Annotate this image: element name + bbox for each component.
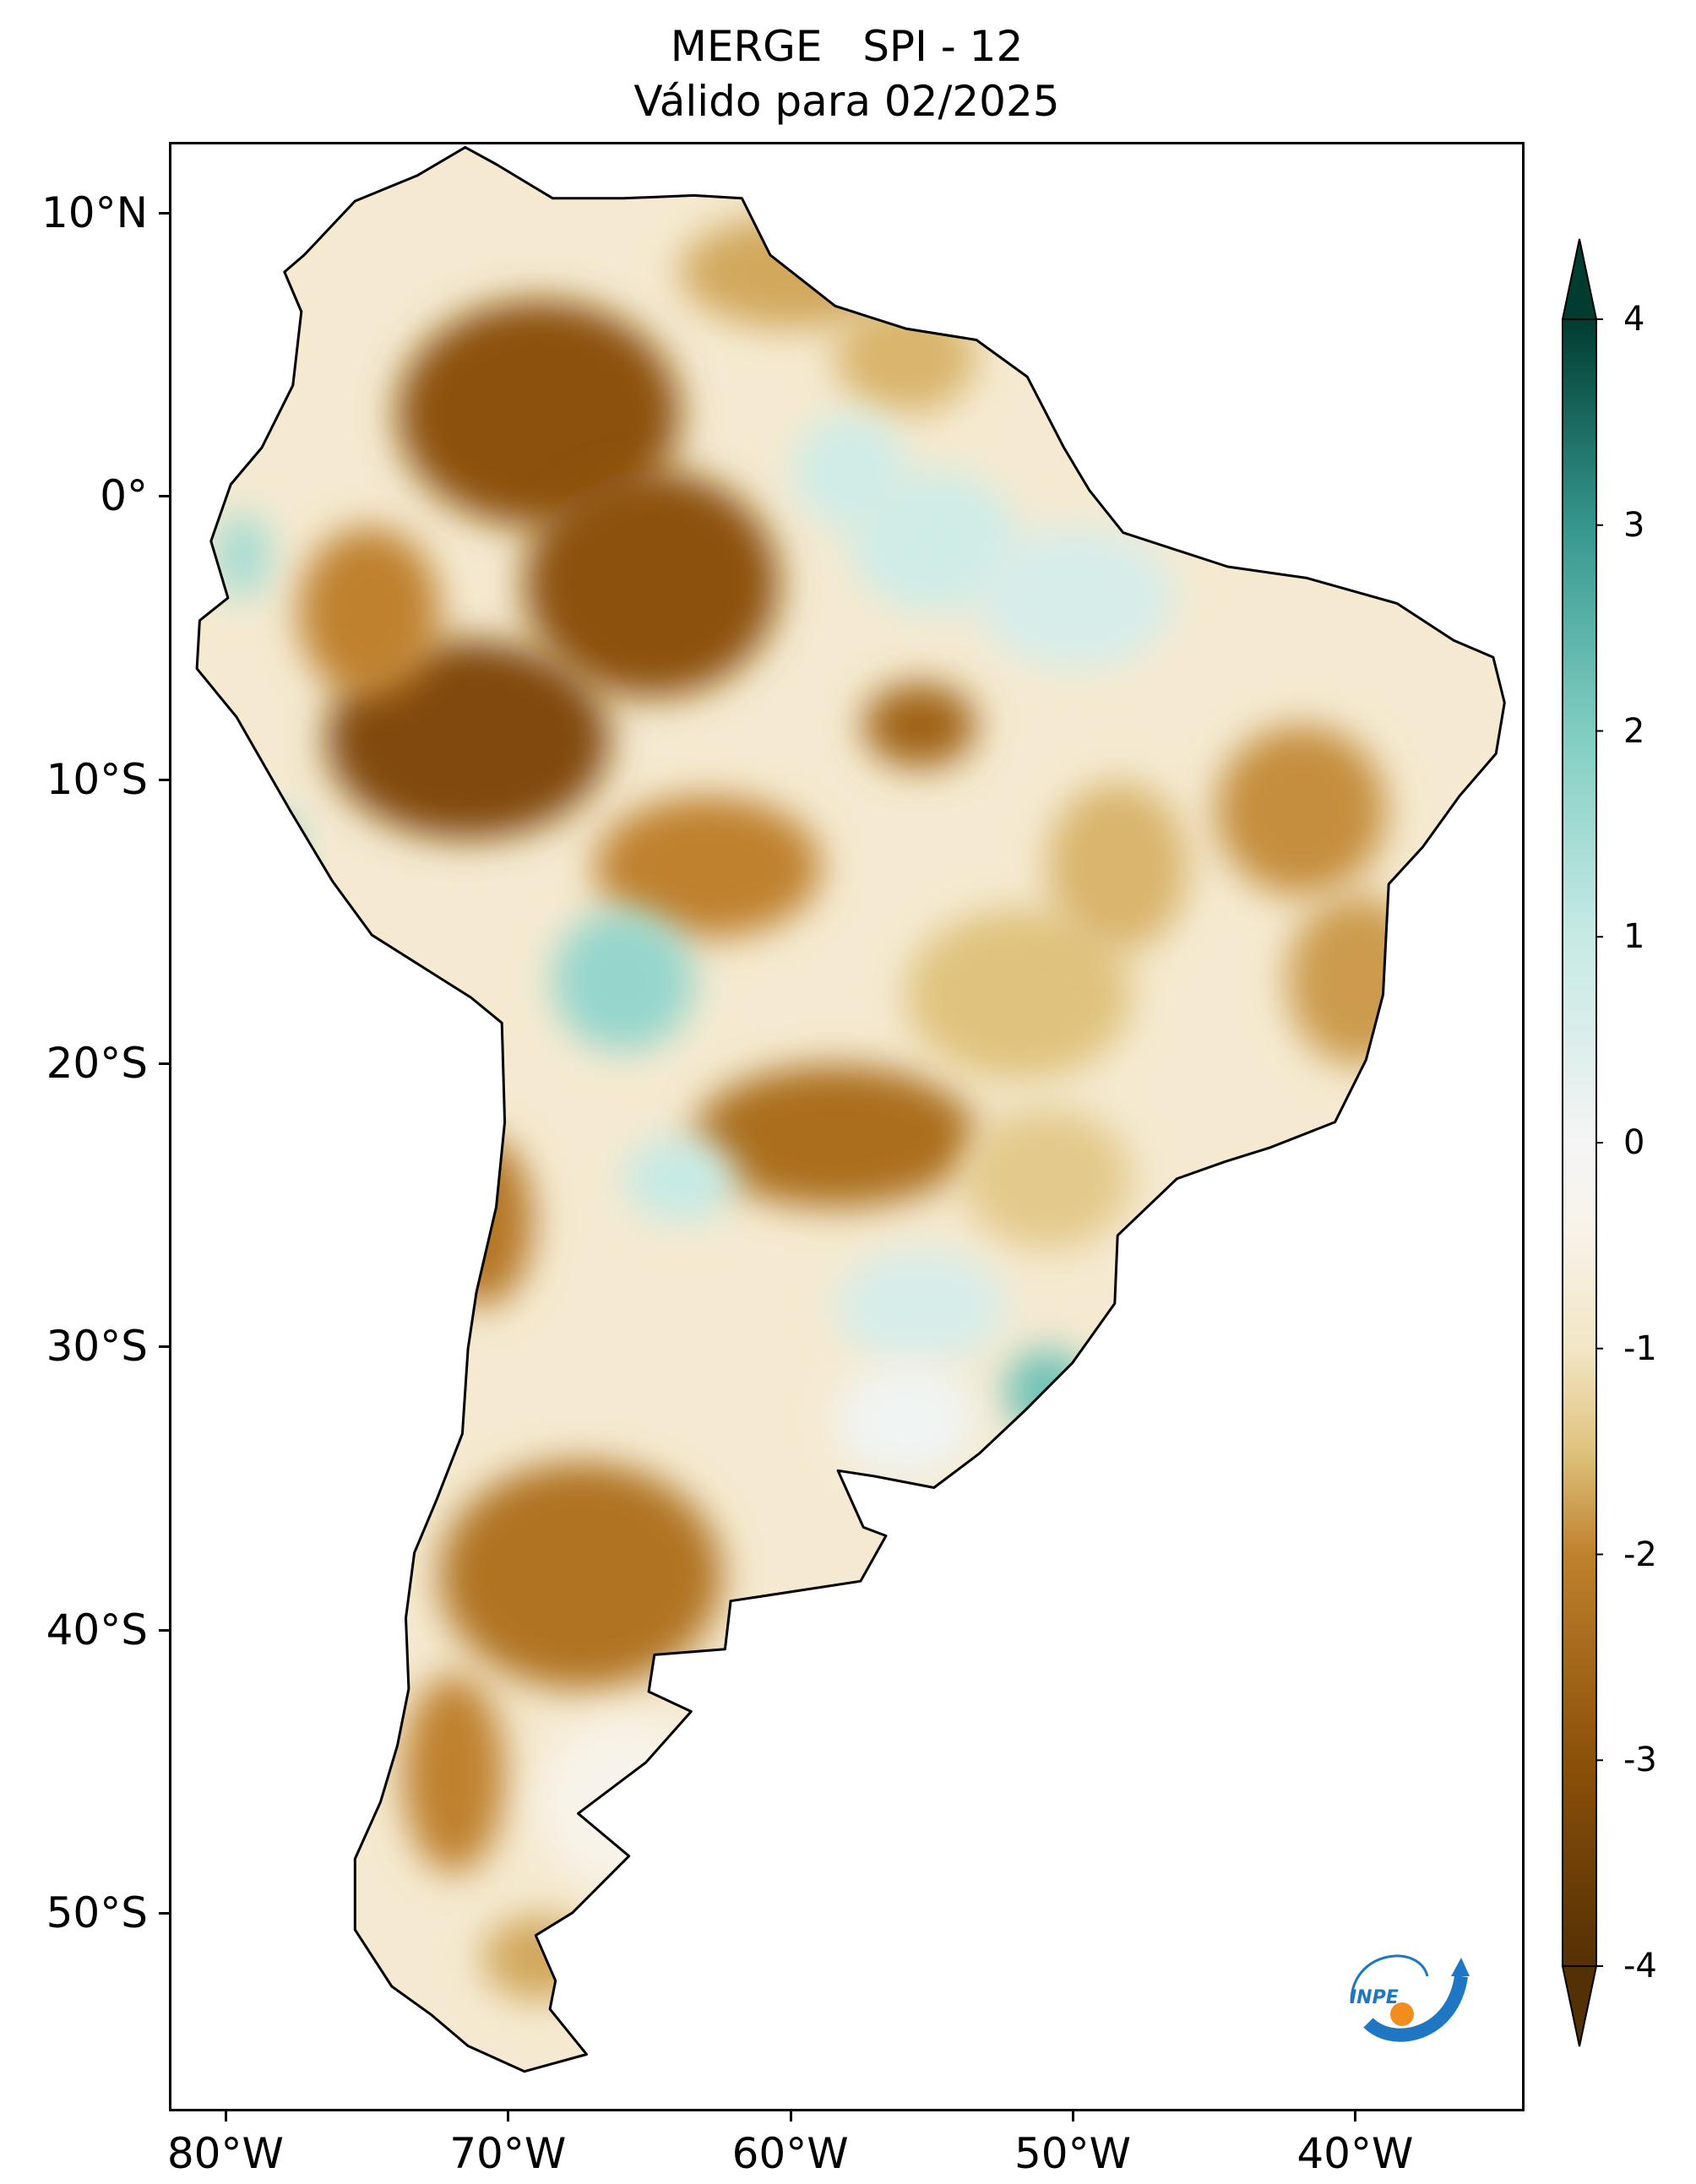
lat-tick-mark <box>159 1912 169 1915</box>
colorbar-tick-label: -3 <box>1623 1741 1657 1780</box>
spi-patch <box>242 810 299 896</box>
spi-patch <box>1286 895 1428 1066</box>
colorbar-tick-label: 3 <box>1623 505 1645 545</box>
spi-patch <box>1004 1349 1090 1434</box>
spi-patch <box>595 796 822 938</box>
spi-patch <box>214 513 270 598</box>
lon-tick-mark <box>789 2111 792 2122</box>
map-title: MERGE SPI - 12 <box>670 22 1024 71</box>
lat-tick-mark <box>159 1628 169 1632</box>
colorbar <box>1561 238 1603 2047</box>
colorbar-tick-label: 4 <box>1623 300 1645 339</box>
colorbar-tick-label: -2 <box>1623 1535 1657 1574</box>
lat-tick-mark <box>159 211 169 215</box>
colorbar-max-extend <box>1561 238 1598 320</box>
spi-patch <box>834 1249 1005 1363</box>
lat-tick-label: 0° <box>100 471 148 521</box>
spi-patch <box>403 1675 505 1873</box>
spi-patch <box>439 1462 722 1689</box>
lat-tick-label: 20°S <box>46 1038 148 1088</box>
lat-tick-label: 30°S <box>46 1322 148 1372</box>
lon-tick-mark <box>1072 2111 1074 2122</box>
lon-tick-label: 80°W <box>166 2129 284 2178</box>
colorbar-tick-label: 1 <box>1623 917 1645 957</box>
lon-tick-label: 40°W <box>1296 2129 1414 2178</box>
lat-tick-label: 10°S <box>46 754 148 804</box>
colorbar-tick-label: -1 <box>1623 1328 1657 1368</box>
lat-tick-mark <box>159 1345 169 1349</box>
lon-tick-label: 70°W <box>449 2129 567 2178</box>
lon-tick-mark <box>1354 2111 1357 2122</box>
coastline <box>195 145 1506 2073</box>
spi-patch <box>976 527 1174 669</box>
lon-tick-mark <box>507 2111 510 2122</box>
logo-text: INPE <box>1350 1987 1399 2008</box>
lon-tick-label: 50°W <box>1014 2129 1132 2178</box>
colorbar-tick-label: 2 <box>1623 711 1645 751</box>
spi-patch <box>863 682 976 769</box>
spi-anomaly-layer <box>214 215 1428 2001</box>
colorbar-min-extend <box>1561 1965 1598 2047</box>
spi-patch <box>905 909 1132 1080</box>
spi-patch <box>552 909 694 1051</box>
inpe-logo: INPE <box>1350 1954 1470 2042</box>
colorbar-tick-label: 0 <box>1623 1123 1645 1162</box>
lon-tick-mark <box>224 2111 227 2122</box>
spi-patch <box>792 413 906 527</box>
lat-tick-mark <box>159 495 169 498</box>
lat-tick-label: 10°N <box>41 187 148 237</box>
spi-patch <box>397 300 680 527</box>
spi-patch <box>962 1107 1132 1250</box>
spi-map <box>195 145 1506 2073</box>
spi-patch <box>431 1136 533 1307</box>
lat-tick-label: 50°S <box>46 1888 148 1938</box>
lon-tick-label: 60°W <box>731 2129 849 2178</box>
spi-patch <box>1046 781 1188 953</box>
lat-tick-mark <box>159 778 169 781</box>
map-panel <box>169 142 1525 2111</box>
spi-patch <box>298 526 440 698</box>
lat-tick-label: 40°S <box>46 1605 148 1654</box>
spi-patch <box>1216 725 1386 896</box>
spi-patch <box>524 470 779 698</box>
spi-patch <box>481 1915 595 2001</box>
colorbar-scale <box>1562 318 1597 1967</box>
spi-patch <box>834 300 976 414</box>
spi-patch <box>834 1362 976 1476</box>
lat-tick-mark <box>159 1062 169 1065</box>
colorbar-tick-label: -4 <box>1623 1947 1657 1986</box>
spi-patch <box>693 1065 976 1208</box>
map-subtitle: Válido para 02/2025 <box>633 77 1060 126</box>
spi-patch <box>623 1136 737 1221</box>
